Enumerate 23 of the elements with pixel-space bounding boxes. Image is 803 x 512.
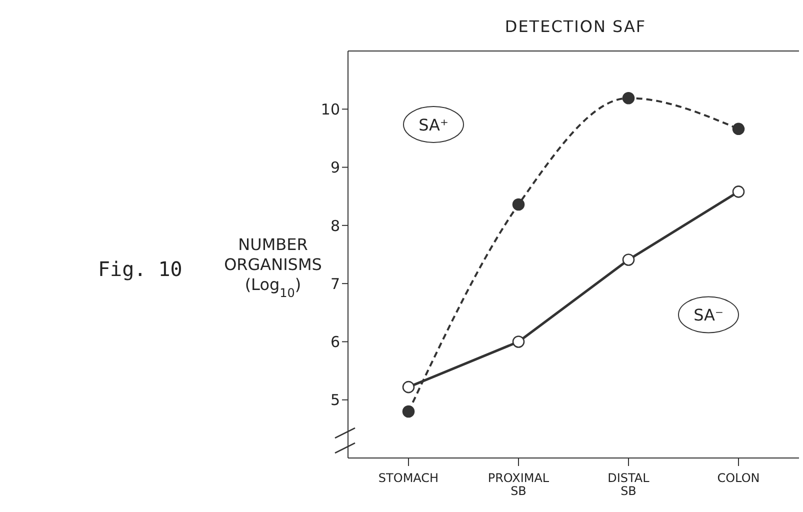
x-tick-label: DISTAL SB xyxy=(608,471,650,498)
x-tick-label: PROXIMAL SB xyxy=(488,471,550,498)
x-tick-label: STOMACH xyxy=(378,471,439,485)
y-tick-label: 9 xyxy=(330,158,340,177)
text: SA⁺ xyxy=(418,115,448,134)
point xyxy=(732,122,745,136)
y-axis-title: NUMBER ORGANISMS (Log$_{10}$) xyxy=(224,235,322,300)
chart-title: DETECTION SAF xyxy=(504,17,646,36)
text: SA⁻ xyxy=(694,306,724,325)
point xyxy=(732,186,745,198)
point xyxy=(402,405,415,418)
y-tick-label: 7 xyxy=(330,274,340,293)
x-tick-label: COLON xyxy=(717,471,760,485)
y-tick-label: 10 xyxy=(320,100,340,118)
caption: Fig. 10 xyxy=(98,257,182,281)
point xyxy=(512,336,525,348)
point xyxy=(622,254,635,266)
point xyxy=(512,198,525,211)
y-tick-label: 5 xyxy=(330,391,340,410)
y-tick-label: 8 xyxy=(330,216,340,235)
point xyxy=(402,380,415,394)
point xyxy=(622,92,635,104)
y-tick-label: 6 xyxy=(330,333,340,352)
